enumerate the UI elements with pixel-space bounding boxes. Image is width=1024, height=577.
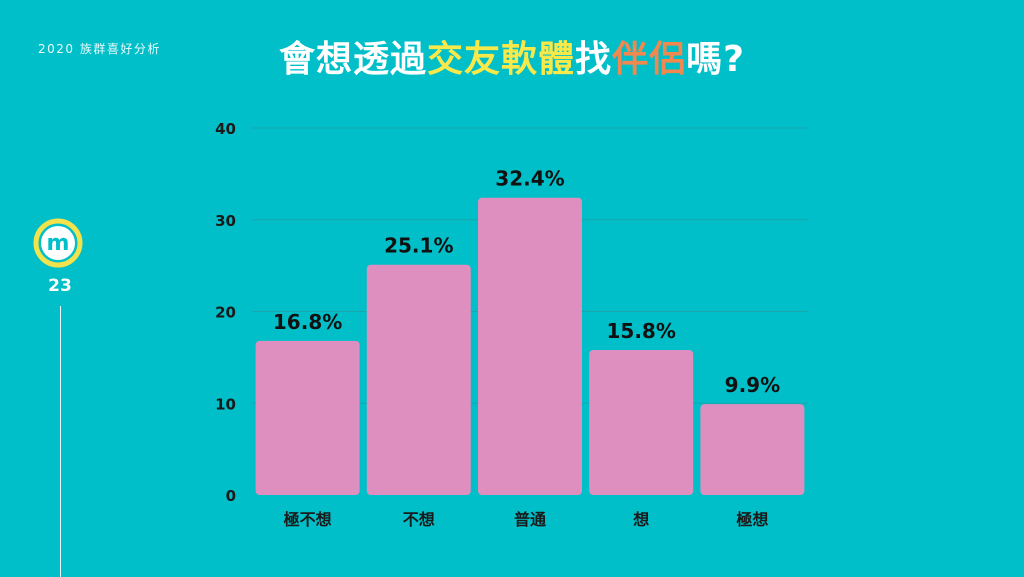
bar xyxy=(700,404,805,495)
page-number: 23 xyxy=(48,276,72,296)
logo-letter: m xyxy=(47,231,70,256)
title-part: 伴侶 xyxy=(612,39,687,80)
header-tag: 2020 族群喜好分析 xyxy=(38,42,161,56)
title-part: 找 xyxy=(575,39,613,80)
sidebar-divider xyxy=(60,306,61,577)
brand-logo-icon: m xyxy=(33,218,83,268)
x-category-label: 不想 xyxy=(403,510,435,529)
title-part: 交友軟體 xyxy=(427,39,576,80)
y-tick-label: 20 xyxy=(215,304,236,322)
data-label: 16.8% xyxy=(273,310,342,334)
y-tick-label: 0 xyxy=(226,487,236,505)
logo-disc xyxy=(41,226,75,260)
bar xyxy=(478,197,582,496)
y-tick-label: 40 xyxy=(215,120,236,138)
title-part: 嗎? xyxy=(686,39,745,80)
logo-ring xyxy=(33,218,83,268)
y-tick-label: 10 xyxy=(215,395,236,413)
data-label: 9.9% xyxy=(725,373,780,397)
bar xyxy=(255,340,360,495)
page-title: 會想透過交友軟體找伴侶嗎? xyxy=(0,30,1024,82)
title-part: 會想透過 xyxy=(279,39,428,80)
bar xyxy=(589,350,694,495)
bar xyxy=(366,264,471,495)
x-category-label: 極想 xyxy=(735,510,768,529)
y-tick-label: 30 xyxy=(215,212,236,230)
x-category-label: 普通 xyxy=(514,510,546,529)
data-label: 15.8% xyxy=(607,319,676,343)
x-category-label: 極不想 xyxy=(283,510,332,529)
data-label: 32.4% xyxy=(495,167,564,191)
x-category-label: 想 xyxy=(632,510,649,529)
data-label: 25.1% xyxy=(384,234,453,258)
